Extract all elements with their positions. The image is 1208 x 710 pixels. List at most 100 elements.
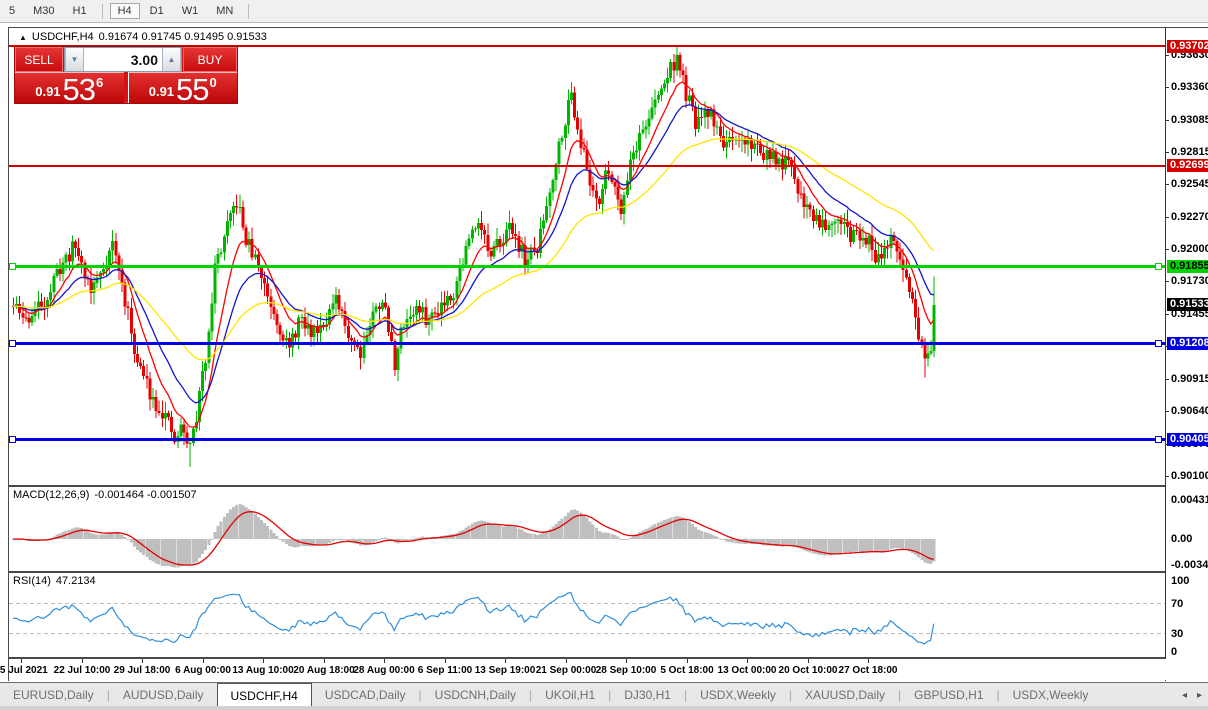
buy-quote-big: 55 bbox=[176, 72, 209, 107]
timeframe-button-w1[interactable]: W1 bbox=[181, 5, 199, 17]
price-tick bbox=[1165, 281, 1169, 282]
tab-dj30-h1-6[interactable]: DJ30,H1 bbox=[624, 688, 671, 702]
volume-decrease-button[interactable]: ▼ bbox=[65, 48, 84, 71]
time-tick-label: 5 Oct 18:00 bbox=[660, 665, 714, 676]
level-handle-left[interactable] bbox=[9, 340, 16, 347]
time-tick-label: 13 Sep 19:00 bbox=[474, 665, 536, 676]
level-line-0.91855[interactable] bbox=[9, 265, 1165, 268]
time-tick bbox=[384, 659, 385, 663]
price-tick-label: 0.90915 bbox=[1171, 373, 1208, 385]
tab-usdchf-h4-2[interactable]: USDCHF,H4 bbox=[216, 683, 312, 707]
level-line-0.91208[interactable] bbox=[9, 342, 1165, 345]
price-tick bbox=[1165, 120, 1169, 121]
time-tick-label: 27 Oct 18:00 bbox=[838, 665, 898, 676]
price-tick bbox=[1165, 184, 1169, 185]
timeframe-button-m30[interactable]: M30 bbox=[33, 5, 55, 17]
tab-usdx-weekly-7[interactable]: USDX,Weekly bbox=[700, 688, 776, 702]
price-tick bbox=[1165, 476, 1169, 477]
rsi-scale-label: 0 bbox=[1171, 646, 1178, 658]
sell-button[interactable]: SELL bbox=[15, 47, 63, 72]
volume-input[interactable] bbox=[84, 48, 162, 71]
time-tick bbox=[82, 659, 83, 663]
sell-quote-big: 53 bbox=[62, 72, 96, 107]
tab-ukoil-h1-5[interactable]: UKOil,H1 bbox=[545, 688, 596, 702]
price-tick bbox=[1165, 217, 1169, 218]
timeframe-button-mn[interactable]: MN bbox=[216, 5, 234, 17]
main-chart-pane[interactable] bbox=[9, 28, 1165, 487]
buy-quote[interactable]: 0.91 55 0 bbox=[127, 72, 237, 107]
time-tick bbox=[626, 659, 627, 663]
sell-quote-pip: 6 bbox=[96, 75, 104, 90]
time-tick bbox=[324, 659, 325, 663]
collapse-trade-panel-icon[interactable]: ▲ bbox=[19, 32, 27, 42]
level-price-label: 0.93702 bbox=[1167, 40, 1208, 53]
tab-audusd-daily-1[interactable]: AUDUSD,Daily bbox=[122, 688, 204, 702]
macd-name: MACD(12,26,9) bbox=[13, 489, 90, 501]
tabs-scroll-left-icon[interactable]: ◂ bbox=[1181, 689, 1187, 701]
price-tick-label: 0.93360 bbox=[1171, 81, 1208, 93]
buy-quote-pip: 0 bbox=[209, 75, 217, 90]
rsi-line bbox=[12, 591, 935, 645]
timeframe-button-5[interactable]: 5 bbox=[9, 5, 16, 17]
timeframe-button-h1[interactable]: H1 bbox=[72, 5, 87, 17]
time-tick bbox=[445, 659, 446, 663]
rsi-scale-label: 100 bbox=[1171, 575, 1190, 587]
tab-separator: | bbox=[683, 688, 688, 702]
time-tick bbox=[687, 659, 688, 663]
time-tick bbox=[142, 659, 143, 663]
timeframe-button-h4[interactable]: H4 bbox=[109, 3, 140, 19]
chart-tabs: EURUSD,Daily | AUDUSD,Daily USDCHF,H4 USDCAD… bbox=[0, 682, 1208, 707]
rsi-pane[interactable] bbox=[9, 573, 1165, 659]
rsi-scale-label: 30 bbox=[1171, 628, 1184, 640]
price-tick-label: 0.91730 bbox=[1171, 275, 1208, 287]
time-tick-label: 28 Sep 10:00 bbox=[595, 665, 657, 676]
level-handle-left[interactable] bbox=[9, 263, 16, 270]
level-handle-right[interactable] bbox=[1155, 340, 1162, 347]
volume-increase-button[interactable]: ▲ bbox=[162, 48, 181, 71]
tabs-scroll: ◂ ▸ bbox=[1182, 683, 1202, 707]
level-line-0.93702[interactable] bbox=[9, 45, 1165, 47]
level-line-0.90405[interactable] bbox=[9, 438, 1165, 441]
tab-usdcnh-daily-4[interactable]: USDCNH,Daily bbox=[434, 688, 516, 702]
time-tick-label: 21 Sep 00:00 bbox=[535, 665, 597, 676]
level-handle-right[interactable] bbox=[1155, 436, 1162, 443]
level-handle-right[interactable] bbox=[1155, 263, 1162, 270]
price-tick bbox=[1165, 379, 1169, 380]
tab-usdcad-daily-3[interactable]: USDCAD,Daily bbox=[324, 688, 406, 702]
price-tick-label: 0.91455 bbox=[1171, 308, 1208, 320]
price-tick-label: 0.90640 bbox=[1171, 405, 1208, 417]
buy-button[interactable]: BUY bbox=[183, 47, 237, 72]
buy-quote-prefix: 0.91 bbox=[148, 84, 175, 99]
rsi-scale-label: 70 bbox=[1171, 598, 1184, 610]
level-handle-left[interactable] bbox=[9, 436, 16, 443]
tab-xauusd-daily-8[interactable]: XAUUSD,Daily bbox=[805, 688, 886, 702]
time-tick-label: 6 Sep 11:00 bbox=[417, 665, 473, 676]
tab-separator: | bbox=[996, 688, 1000, 702]
time-tick bbox=[505, 659, 506, 663]
price-tick-label: 0.93085 bbox=[1171, 114, 1208, 126]
rsi-name: RSI(14) bbox=[13, 575, 51, 587]
macd-scale-label: 0.00431 bbox=[1171, 494, 1208, 506]
time-tick bbox=[263, 659, 264, 663]
price-tick bbox=[1165, 249, 1169, 250]
price-tick bbox=[1165, 411, 1169, 412]
macd-title: MACD(12,26,9) -0.001464 -0.001507 bbox=[13, 489, 197, 501]
tab-separator: | bbox=[529, 688, 533, 702]
level-line-0.92699[interactable] bbox=[9, 165, 1165, 167]
macd-scale-label: -0.003405 bbox=[1171, 559, 1208, 571]
timeframe-button-d1[interactable]: D1 bbox=[149, 5, 164, 17]
tab-separator: | bbox=[106, 688, 110, 702]
status-strip bbox=[0, 706, 1208, 710]
tab-separator: | bbox=[788, 688, 792, 702]
macd-pane[interactable] bbox=[9, 487, 1165, 573]
tab-usdx-weekly-10[interactable]: USDX,Weekly bbox=[1012, 688, 1089, 702]
tab-eurusd-daily-0[interactable]: EURUSD,Daily bbox=[13, 688, 94, 702]
sell-quote[interactable]: 0.91 53 6 bbox=[15, 72, 124, 107]
tabs-scroll-right-icon[interactable]: ▸ bbox=[1196, 689, 1202, 701]
tab-separator: | bbox=[418, 688, 422, 702]
tab-gbpusd-h1-9[interactable]: GBPUSD,H1 bbox=[914, 688, 984, 702]
price-tick bbox=[1165, 314, 1169, 315]
time-tick bbox=[808, 659, 809, 663]
